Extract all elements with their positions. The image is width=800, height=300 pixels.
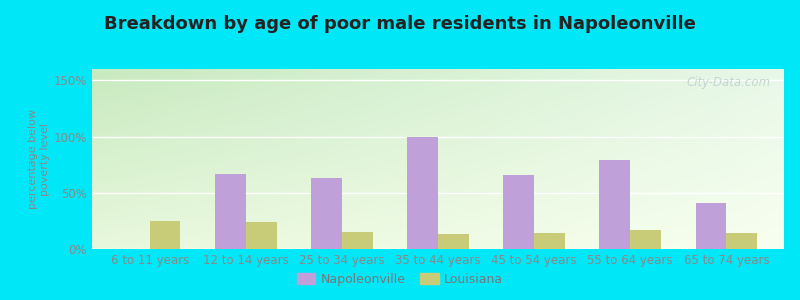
Bar	[150, 221, 181, 249]
Bar	[246, 222, 277, 249]
Bar	[630, 230, 661, 249]
Y-axis label: percentage below
poverty level: percentage below poverty level	[28, 109, 50, 209]
Bar	[695, 203, 726, 249]
Bar	[438, 234, 469, 249]
Text: City-Data.com: City-Data.com	[686, 76, 770, 89]
Legend: Napoleonville, Louisiana: Napoleonville, Louisiana	[292, 268, 508, 291]
Bar	[534, 233, 565, 249]
Text: Breakdown by age of poor male residents in Napoleonville: Breakdown by age of poor male residents …	[104, 15, 696, 33]
Bar	[342, 232, 373, 249]
Bar	[503, 175, 534, 249]
Bar	[215, 174, 246, 249]
Bar	[407, 136, 438, 249]
Bar	[726, 233, 757, 249]
Bar	[599, 160, 630, 249]
Bar	[311, 178, 342, 249]
